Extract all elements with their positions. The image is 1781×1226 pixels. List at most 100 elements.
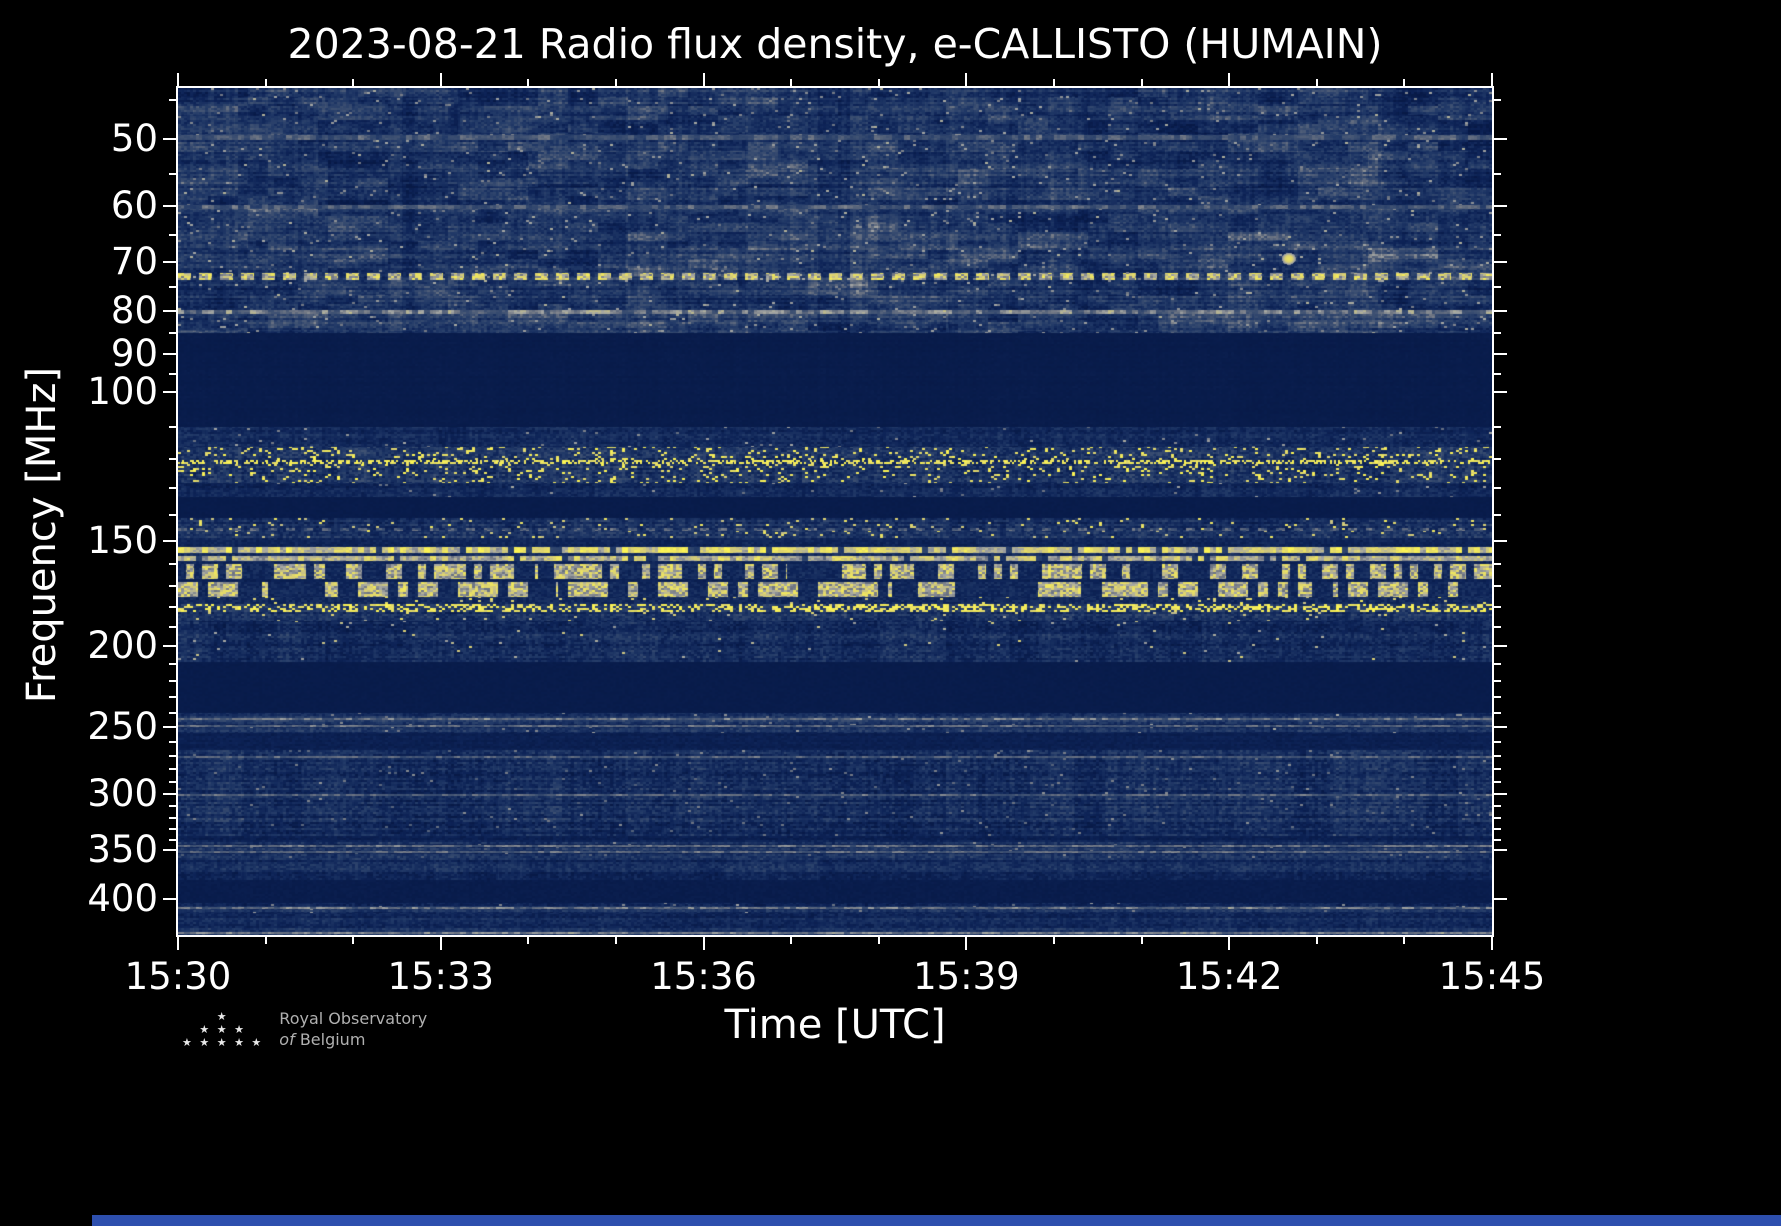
x-minor-tick [1315, 79, 1318, 86]
y-minor-tick [1494, 458, 1501, 461]
y-minor-tick [1494, 805, 1501, 808]
y-minor-tick [169, 711, 176, 714]
y-tick-label: 90 [110, 331, 158, 375]
y-minor-tick [169, 372, 176, 375]
x-major-tick [702, 937, 705, 950]
y-major-tick [1494, 793, 1507, 796]
x-minor-tick [352, 79, 355, 86]
y-major-tick [163, 849, 176, 852]
y-tick-label: 80 [110, 288, 158, 332]
y-minor-tick [1494, 585, 1501, 588]
y-minor-tick [1494, 838, 1501, 841]
y-minor-tick [169, 780, 176, 783]
x-minor-tick [1140, 79, 1143, 86]
x-minor-tick [1315, 937, 1318, 944]
x-minor-tick [1403, 79, 1406, 86]
x-minor-tick [527, 937, 530, 944]
x-minor-tick [264, 79, 267, 86]
y-minor-tick [1494, 780, 1501, 783]
y-minor-tick [1494, 827, 1501, 830]
x-minor-tick [615, 79, 617, 86]
y-major-tick [163, 793, 176, 796]
y-minor-tick [169, 426, 176, 429]
y-major-tick [1494, 309, 1507, 312]
x-major-tick [965, 73, 968, 86]
chart-title: 2023-08-21 Radio flux density, e-CALLIST… [287, 20, 1383, 68]
y-minor-tick [1494, 172, 1501, 175]
y-minor-tick [1494, 487, 1501, 490]
y-major-tick [163, 260, 176, 263]
x-axis-label: Time [UTC] [724, 1002, 946, 1048]
y-minor-tick [1494, 514, 1501, 517]
y-minor-tick [1494, 740, 1501, 743]
bottom-blue-strip [92, 1215, 1781, 1226]
y-major-tick [1494, 726, 1507, 729]
y-major-tick [163, 137, 176, 140]
y-minor-tick [1494, 662, 1501, 665]
y-minor-tick [1494, 563, 1501, 566]
y-major-tick [1494, 391, 1507, 394]
y-minor-tick [1494, 754, 1501, 757]
x-minor-tick [1403, 937, 1406, 944]
y-minor-tick [169, 740, 176, 743]
x-minor-tick [527, 79, 530, 86]
y-minor-tick [169, 286, 176, 289]
y-minor-tick [169, 487, 176, 490]
y-tick-label: 60 [110, 183, 158, 227]
y-minor-tick [169, 754, 176, 757]
x-minor-tick [615, 937, 617, 944]
y-minor-tick [169, 331, 176, 334]
x-tick-label: 15:33 [387, 955, 495, 998]
y-minor-tick [1494, 767, 1501, 770]
y-minor-tick [169, 563, 176, 566]
y-major-tick [163, 539, 176, 542]
y-minor-tick [1494, 372, 1501, 375]
y-minor-tick [1494, 816, 1501, 819]
x-tick-label: 15:42 [1175, 955, 1283, 998]
y-minor-tick [169, 816, 176, 819]
y-major-tick [163, 352, 176, 355]
x-major-tick [1491, 937, 1493, 950]
y-minor-tick [1494, 99, 1501, 102]
y-minor-tick [169, 679, 176, 682]
y-major-tick [1494, 539, 1507, 542]
y-minor-tick [1494, 626, 1501, 629]
x-major-tick [177, 937, 179, 950]
y-minor-tick [1494, 233, 1501, 236]
x-tick-label: 15:36 [650, 955, 757, 998]
y-minor-tick [1494, 606, 1501, 609]
logo-line2: of Belgium [279, 1030, 366, 1049]
logo-text: Royal Observatory of Belgium [279, 1008, 427, 1050]
y-tick-label: 150 [87, 518, 158, 562]
x-minor-tick [1053, 937, 1055, 944]
x-minor-tick [1140, 937, 1143, 944]
y-minor-tick [169, 585, 176, 588]
y-minor-tick [169, 626, 176, 629]
y-minor-tick [169, 99, 176, 102]
x-minor-tick [877, 937, 880, 944]
y-minor-tick [169, 662, 176, 665]
y-major-tick [1494, 849, 1507, 852]
x-minor-tick [352, 937, 355, 944]
logo-stars-icon: ★ ★ ★ ★ ★ ★ ★ ★ ★ [182, 1009, 264, 1049]
y-major-tick [1494, 352, 1507, 355]
x-minor-tick [877, 79, 880, 86]
x-major-tick [1228, 73, 1231, 86]
x-minor-tick [790, 79, 793, 86]
y-major-tick [1494, 260, 1507, 263]
y-minor-tick [1494, 679, 1501, 682]
logo-line1: Royal Observatory [279, 1009, 428, 1028]
y-major-tick [163, 726, 176, 729]
x-major-tick [1228, 937, 1231, 950]
y-minor-tick [169, 695, 176, 698]
y-minor-tick [1494, 426, 1501, 429]
y-major-tick [1494, 644, 1507, 647]
y-tick-label: 400 [87, 877, 158, 921]
y-minor-tick [1494, 695, 1501, 698]
y-minor-tick [169, 606, 176, 609]
y-minor-tick [169, 827, 176, 830]
y-major-tick [1494, 204, 1507, 207]
y-minor-tick [1494, 331, 1501, 334]
x-tick-label: 15:30 [124, 955, 232, 998]
